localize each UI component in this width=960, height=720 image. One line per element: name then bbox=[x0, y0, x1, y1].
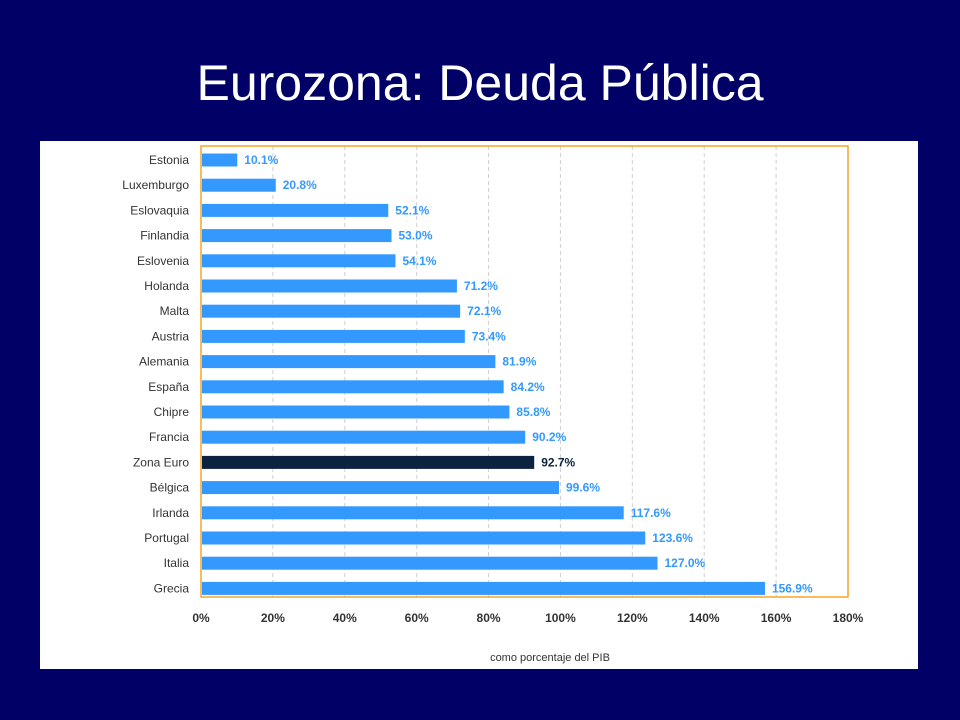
bar bbox=[202, 455, 535, 469]
value-label: 123.6% bbox=[652, 531, 693, 545]
category-label: Chipre bbox=[154, 405, 190, 419]
category-label: Portugal bbox=[144, 531, 189, 545]
x-axis-title: como porcentaje del PIB bbox=[490, 652, 610, 664]
x-tick-label: 20% bbox=[261, 611, 285, 625]
bar bbox=[202, 229, 392, 243]
category-label: Luxemburgo bbox=[122, 178, 189, 192]
value-label: 52.1% bbox=[395, 203, 429, 217]
category-label: España bbox=[148, 380, 189, 394]
bar bbox=[202, 254, 396, 268]
value-label: 156.9% bbox=[772, 581, 813, 595]
x-tick-label: 160% bbox=[761, 611, 792, 625]
bar bbox=[202, 329, 465, 343]
value-label: 73.4% bbox=[472, 329, 506, 343]
value-label: 127.0% bbox=[664, 556, 705, 570]
x-tick-label: 40% bbox=[333, 611, 357, 625]
category-label: Italia bbox=[164, 556, 190, 570]
bar bbox=[202, 380, 504, 394]
bar bbox=[202, 531, 646, 545]
x-tick-label: 180% bbox=[833, 611, 864, 625]
category-label: Eslovenia bbox=[137, 254, 189, 268]
bar bbox=[202, 178, 276, 192]
bar-chart: Estonia 10.1% Luxemburgo 20.8% Eslovaquia 52.… bbox=[122, 145, 864, 664]
bar bbox=[202, 556, 658, 570]
bar bbox=[202, 430, 526, 444]
category-label: Grecia bbox=[154, 581, 190, 595]
bar bbox=[202, 506, 624, 520]
category-label: Alemania bbox=[139, 355, 189, 369]
value-label: 71.2% bbox=[464, 279, 498, 293]
bar bbox=[202, 153, 238, 167]
bar bbox=[202, 481, 560, 495]
category-label: Malta bbox=[160, 304, 190, 318]
category-label: Estonia bbox=[149, 153, 189, 167]
category-label: Eslovaquia bbox=[130, 203, 189, 217]
value-label: 81.9% bbox=[502, 355, 536, 369]
category-label: Holanda bbox=[144, 279, 189, 293]
x-tick-label: 140% bbox=[689, 611, 720, 625]
value-label: 54.1% bbox=[402, 254, 436, 268]
x-tick-label: 80% bbox=[477, 611, 501, 625]
category-label: Irlanda bbox=[152, 506, 189, 520]
category-label: Bélgica bbox=[150, 481, 190, 495]
bar bbox=[202, 405, 510, 419]
value-label: 99.6% bbox=[566, 481, 600, 495]
slide-title: Eurozona: Deuda Pública bbox=[196, 55, 764, 111]
bar bbox=[202, 581, 765, 595]
value-label: 92.7% bbox=[541, 455, 575, 469]
value-label: 20.8% bbox=[283, 178, 317, 192]
value-label: 72.1% bbox=[467, 304, 501, 318]
value-label: 90.2% bbox=[532, 430, 566, 444]
category-label: Finlandia bbox=[140, 229, 189, 243]
bar bbox=[202, 203, 389, 217]
chart-panel: Estonia 10.1% Luxemburgo 20.8% Eslovaquia 52.… bbox=[40, 141, 918, 669]
x-tick-label: 0% bbox=[192, 611, 210, 625]
bar bbox=[202, 279, 457, 293]
value-label: 85.8% bbox=[516, 405, 550, 419]
value-label: 84.2% bbox=[511, 380, 545, 394]
x-tick-label: 60% bbox=[405, 611, 429, 625]
x-tick-label: 100% bbox=[545, 611, 576, 625]
plot-frame bbox=[200, 145, 849, 598]
category-label: Francia bbox=[149, 430, 189, 444]
x-tick-label: 120% bbox=[617, 611, 648, 625]
category-label: Austria bbox=[152, 329, 190, 343]
bar bbox=[202, 355, 496, 369]
value-label: 53.0% bbox=[399, 229, 433, 243]
value-label: 117.6% bbox=[631, 506, 671, 520]
value-label: 10.1% bbox=[244, 153, 278, 167]
category-label: Zona Euro bbox=[133, 455, 189, 469]
bar bbox=[202, 304, 461, 318]
